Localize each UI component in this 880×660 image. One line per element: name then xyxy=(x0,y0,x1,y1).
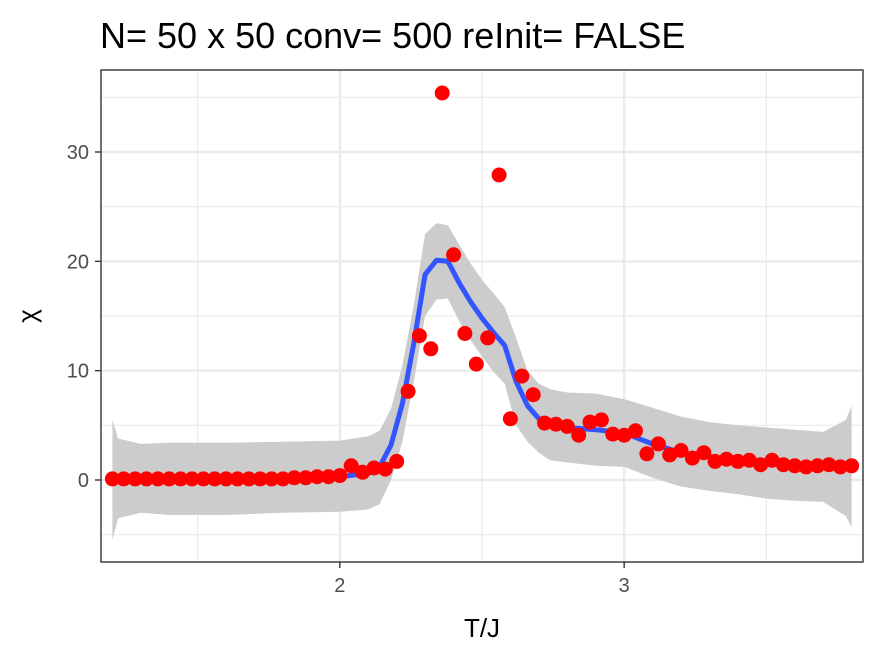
x-tick-label: 2 xyxy=(334,575,345,597)
data-point xyxy=(502,411,518,427)
data-point xyxy=(218,471,234,487)
data-point xyxy=(764,452,780,468)
data-point xyxy=(252,471,268,487)
data-point xyxy=(298,470,314,486)
data-point xyxy=(514,368,530,384)
data-point xyxy=(446,247,462,263)
data-point xyxy=(161,471,177,487)
data-point xyxy=(719,451,734,467)
data-point xyxy=(491,167,507,183)
data-point xyxy=(605,426,621,442)
data-point xyxy=(559,418,575,434)
data-point xyxy=(184,471,200,487)
data-point xyxy=(434,85,450,101)
points-layer xyxy=(104,85,860,487)
data-point xyxy=(264,471,280,487)
data-point xyxy=(389,453,405,469)
data-point xyxy=(195,471,211,487)
x-tick-label: 3 xyxy=(619,575,630,597)
data-point xyxy=(127,471,143,487)
data-point xyxy=(343,458,359,474)
y-tick-label: 30 xyxy=(67,142,89,164)
data-point xyxy=(548,416,564,432)
data-point xyxy=(662,447,678,463)
data-point xyxy=(798,459,814,475)
y-tick-label: 20 xyxy=(67,251,89,273)
data-point xyxy=(366,460,382,476)
data-point xyxy=(810,458,825,474)
data-point xyxy=(423,341,439,357)
chart-title: N= 50 x 50 conv= 500 reInit= FALSE xyxy=(100,15,685,56)
data-point xyxy=(400,383,416,399)
data-point xyxy=(844,458,860,474)
data-point xyxy=(332,468,348,484)
data-point xyxy=(173,471,189,487)
data-point xyxy=(411,328,427,344)
data-point xyxy=(707,453,723,469)
data-point xyxy=(673,443,689,458)
data-point xyxy=(116,471,132,487)
y-axis: 0 10 20 30 xyxy=(67,142,101,492)
data-point xyxy=(355,464,371,480)
data-point xyxy=(139,471,154,487)
data-point xyxy=(741,452,757,468)
data-point xyxy=(616,427,632,443)
y-tick-label: 10 xyxy=(67,361,89,383)
data-point xyxy=(582,414,598,430)
panel-border xyxy=(100,69,864,563)
data-point xyxy=(684,450,700,466)
data-point xyxy=(275,471,291,487)
data-point xyxy=(730,453,746,469)
data-point xyxy=(468,356,484,372)
x-axis-title: T/J xyxy=(464,613,500,643)
data-point xyxy=(593,412,609,428)
data-point xyxy=(241,471,257,487)
data-point xyxy=(207,471,223,487)
data-point xyxy=(309,469,325,485)
data-point xyxy=(753,457,769,473)
data-point xyxy=(104,471,120,487)
data-point xyxy=(457,326,473,341)
data-point xyxy=(571,427,587,443)
data-point xyxy=(832,459,848,475)
data-point xyxy=(696,445,712,461)
data-point xyxy=(480,330,496,346)
y-axis-title: χ xyxy=(12,309,42,323)
data-point xyxy=(775,457,791,473)
data-point xyxy=(230,471,245,487)
data-point xyxy=(821,457,837,473)
data-point xyxy=(628,423,643,439)
y-tick-label: 0 xyxy=(78,470,89,492)
data-point xyxy=(650,436,666,452)
data-point xyxy=(537,415,553,431)
data-point xyxy=(787,458,803,474)
data-point xyxy=(150,471,166,487)
data-point xyxy=(639,446,655,462)
data-point xyxy=(286,470,302,486)
data-point xyxy=(525,387,541,403)
data-point xyxy=(321,469,336,485)
data-point xyxy=(377,461,393,477)
